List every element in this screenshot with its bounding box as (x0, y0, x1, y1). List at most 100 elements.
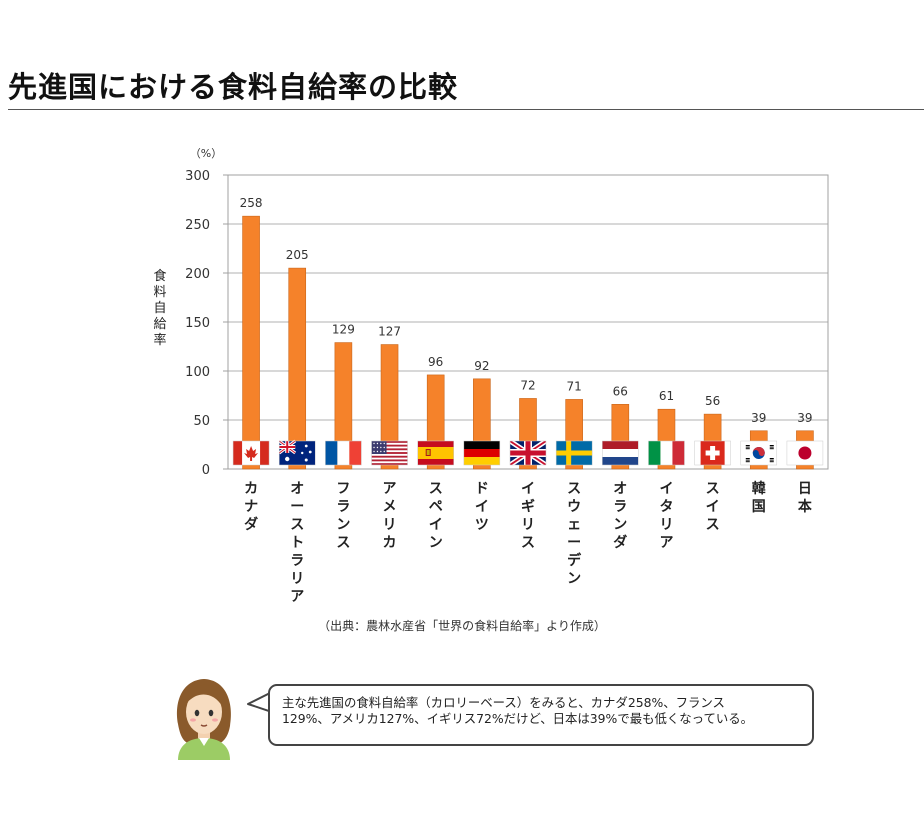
switzerland-flag-icon (694, 440, 731, 466)
x-tick-label: ギ (521, 498, 535, 515)
bar-value-label: 66 (613, 384, 628, 398)
y-tick-label: 150 (185, 316, 210, 331)
y-axis-label: 食 (153, 268, 166, 284)
x-tick-label: オ (290, 481, 304, 497)
x-tick-label: ス (521, 535, 535, 551)
bar-value-label: 56 (705, 394, 720, 408)
uk-flag-icon (509, 440, 547, 466)
bar-value-label: 39 (751, 411, 766, 425)
france-flag-icon (325, 440, 362, 466)
x-tick-label: ン (429, 535, 443, 551)
x-tick-label: ペ (429, 499, 443, 515)
bar-value-label: 129 (332, 323, 355, 337)
x-tick-label: ア (383, 481, 397, 497)
x-tick-label: 日 (798, 481, 812, 497)
y-axis-label: 料 (153, 285, 166, 300)
x-tick-label: リ (290, 571, 304, 587)
bar (380, 344, 399, 470)
x-tick-label: イ (475, 499, 489, 515)
y-tick-label: 0 (202, 463, 210, 478)
bar-value-label: 127 (378, 325, 401, 339)
x-tick-label: ス (567, 481, 581, 497)
x-tick-label: リ (521, 517, 535, 533)
x-tick-label: ラ (613, 499, 627, 515)
x-tick-label: ス (290, 517, 304, 533)
x-tick-label: オ (613, 481, 627, 497)
bar-value-label: 39 (797, 411, 812, 425)
category-labels: カナダオーストラリアフランスアメリカスペインドイツイギリススウェーデンオランダイ… (244, 480, 813, 605)
x-tick-label: ン (613, 517, 627, 533)
korea-flag-icon (740, 440, 778, 466)
x-tick-label: ス (706, 517, 720, 533)
x-tick-label: イ (521, 481, 535, 497)
x-tick-label: ア (659, 535, 673, 551)
x-tick-label: ス (336, 535, 350, 551)
x-tick-label: 本 (798, 498, 813, 515)
x-tick-label: イ (659, 481, 673, 497)
x-tick-label: カ (244, 481, 258, 497)
speech-bubble: 主な先進国の食料自給率（カロリーベース）をみると、カナダ258%、フランス 12… (268, 684, 814, 746)
speech-line-1: 主な先進国の食料自給率（カロリーベース）をみると、カナダ258%、フランス (282, 695, 725, 710)
y-tick-label: 50 (193, 414, 210, 429)
netherlands-flag-icon (602, 440, 639, 466)
y-tick-label: 200 (185, 267, 210, 282)
australia-flag-icon (278, 439, 316, 466)
spain-flag-icon (417, 440, 454, 466)
x-tick-label: デ (567, 552, 582, 569)
x-tick-label: ー (567, 535, 581, 551)
girl-avatar-icon (177, 679, 231, 760)
bar (288, 267, 307, 470)
x-tick-label: ナ (244, 499, 258, 515)
x-tick-label: リ (659, 517, 673, 533)
bar-value-label: 258 (240, 196, 263, 210)
x-tick-label: タ (659, 499, 673, 515)
x-tick-label: 韓 (752, 480, 766, 497)
x-tick-label: ト (290, 535, 304, 551)
x-tick-label: ン (567, 571, 581, 587)
speech-line-2: 129%、アメリカ127%、イギリス72%だけど、日本は39%で最も低くなってい… (282, 711, 754, 726)
x-tick-label: ウ (567, 499, 581, 515)
germany-flag-icon (463, 440, 501, 466)
canada-flag-icon (232, 440, 270, 466)
bar-value-label: 72 (520, 378, 535, 392)
x-tick-label: イ (706, 499, 720, 515)
x-tick-label: イ (429, 517, 443, 533)
x-tick-label: ス (706, 481, 720, 497)
y-tick-label: 250 (185, 218, 210, 233)
bar-value-label: 71 (567, 379, 582, 393)
usa-flag-icon (371, 440, 408, 466)
bar-value-label: 92 (474, 359, 489, 373)
x-tick-label: ツ (475, 517, 489, 533)
flags (232, 439, 824, 466)
x-tick-label: カ (383, 535, 397, 551)
x-tick-label: ー (290, 499, 304, 515)
y-tick-label: 100 (185, 365, 210, 380)
x-tick-label: ェ (567, 517, 581, 533)
y-tick-label: 300 (185, 169, 210, 184)
bars: 258 205 129 127 96 92 72 71 66 61 56 39 39 (240, 196, 814, 470)
x-tick-label: ド (475, 481, 489, 497)
source-note: （出典：農林水産省「世界の食料自給率」より作成） (318, 619, 606, 633)
italy-flag-icon (648, 440, 685, 466)
y-axis-label: 率 (153, 332, 166, 348)
x-tick-label: ン (336, 517, 350, 533)
x-tick-label: ダ (244, 516, 258, 533)
title-divider (8, 109, 924, 110)
y-axis-label: 給 (153, 317, 166, 332)
japan-flag-icon (786, 440, 824, 466)
x-tick-label: フ (336, 481, 350, 497)
x-tick-label: ラ (290, 553, 304, 569)
x-tick-label: ア (290, 589, 304, 605)
y-axis-label: 自 (153, 301, 166, 316)
x-tick-label: リ (383, 517, 397, 533)
bar-value-label: 205 (286, 248, 309, 262)
food-self-sufficiency-chart: 0 50 100 150 200 250 300 （%） 食料自給率 258 205 129 127 9… (153, 147, 829, 605)
x-tick-label: メ (383, 499, 397, 515)
x-tick-label: 国 (752, 499, 766, 515)
x-tick-label: ラ (336, 499, 350, 515)
y-unit-label: （%） (190, 147, 222, 160)
sweden-flag-icon (555, 440, 593, 466)
bar-value-label: 96 (428, 355, 443, 369)
bar (334, 342, 353, 470)
y-axis: 0 50 100 150 200 250 300 （%） 食料自給率 (153, 147, 228, 478)
